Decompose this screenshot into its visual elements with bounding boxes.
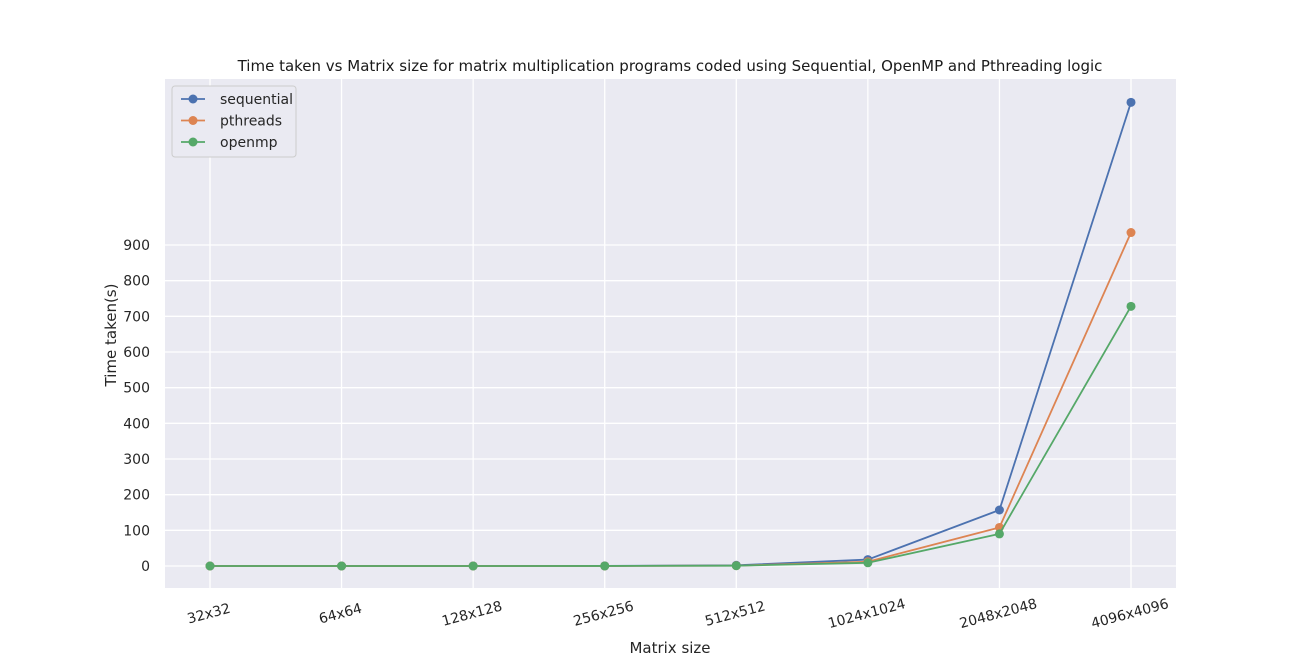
y-tick-label: 400 <box>123 416 150 432</box>
chart-title: Time taken vs Matrix size for matrix mul… <box>237 57 1103 75</box>
x-axis-label: Matrix size <box>629 639 710 657</box>
x-tick-label: 512x512 <box>703 598 767 629</box>
legend-swatch-marker <box>188 116 198 125</box>
y-tick-label: 600 <box>123 345 150 361</box>
legend-swatch-marker <box>188 94 198 104</box>
x-tick-label: 2048x2048 <box>958 596 1039 632</box>
y-tick-label: 700 <box>123 309 150 325</box>
data-point-sequential <box>994 505 1004 515</box>
x-tick-label: 32x32 <box>186 601 233 628</box>
data-point-openmp <box>337 561 347 571</box>
y-tick-label: 0 <box>141 559 150 575</box>
grid <box>165 79 1176 588</box>
series-openmp <box>205 301 1136 571</box>
y-tick-label: 100 <box>123 523 150 539</box>
data-point-openmp <box>600 561 610 571</box>
data-point-openmp <box>731 561 741 571</box>
y-tick-label: 500 <box>123 381 150 397</box>
x-tick-label: 128x128 <box>440 598 504 629</box>
plot-background <box>165 79 1176 588</box>
legend-label: pthreads <box>220 114 282 130</box>
data-point-pthreads <box>1126 228 1136 238</box>
x-axis-ticks: 32x32 64x64 128x128 256x256 512x512 1024x1024… <box>186 596 1171 632</box>
legend-label: sequential <box>220 92 293 108</box>
y-tick-label: 300 <box>123 452 150 468</box>
x-tick-label: 1024x1024 <box>826 596 907 632</box>
data-point-openmp <box>994 529 1004 539</box>
legend-label: openmp <box>220 135 278 151</box>
series-layer <box>205 97 1136 571</box>
y-tick-label: 200 <box>123 488 150 504</box>
data-point-openmp <box>468 561 478 571</box>
data-point-openmp <box>863 558 873 568</box>
legend: sequential pthreads openmp <box>171 85 297 158</box>
legend-box <box>171 85 297 158</box>
y-axis-label: Time taken(s) <box>102 284 120 388</box>
x-tick-label: 64x64 <box>317 601 364 628</box>
y-tick-label: 800 <box>123 274 150 290</box>
x-tick-label: 4096x4096 <box>1089 596 1170 632</box>
data-point-sequential <box>1126 97 1136 107</box>
data-point-openmp <box>205 561 215 571</box>
y-axis-ticks: 0 100 200 300 400 500 600 700 800 900 <box>123 238 150 575</box>
x-tick-label: 256x256 <box>572 598 636 629</box>
data-point-openmp <box>1126 301 1136 311</box>
y-tick-label: 900 <box>123 238 150 254</box>
legend-swatch-marker <box>188 137 198 147</box>
series-line-openmp <box>210 305 1132 567</box>
